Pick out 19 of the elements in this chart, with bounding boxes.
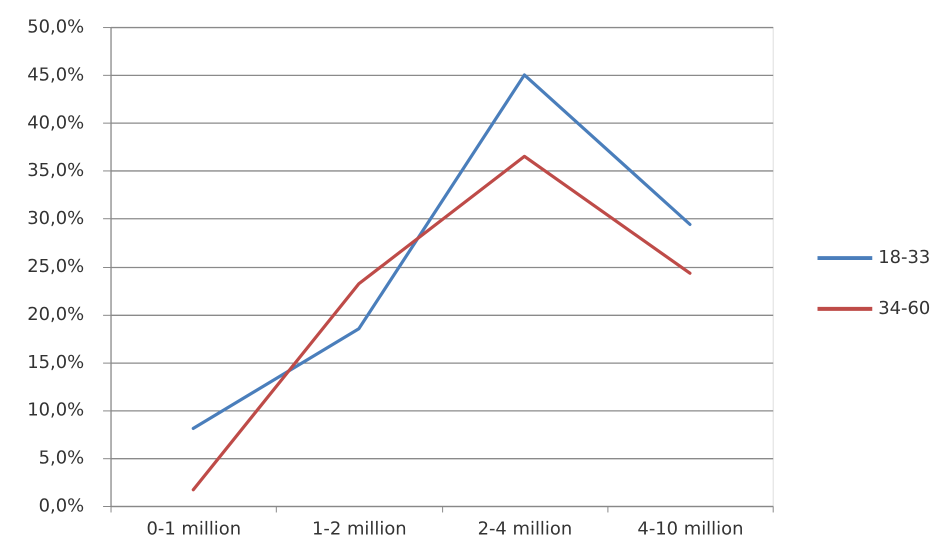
y-tick-label: 25,0% <box>27 256 84 277</box>
y-tick-label: 50,0% <box>27 16 84 38</box>
x-tick-label: 4-10 million <box>637 518 744 540</box>
y-tick-label: 15,0% <box>27 352 84 373</box>
y-tick-label: 0,0% <box>38 495 84 516</box>
y-tick-label: 10,0% <box>27 400 84 421</box>
x-tick-label: 1-2 million <box>312 518 407 540</box>
x-tick-label: 0-1 million <box>146 518 242 540</box>
y-tick-label: 40,0% <box>27 112 84 134</box>
line-series <box>192 73 692 430</box>
y-tick-label: 35,0% <box>27 160 84 182</box>
line-series <box>192 154 692 492</box>
x-tick-label: 2-4 million <box>478 518 572 540</box>
legend-label: 34-60 <box>878 298 930 319</box>
y-tick-label: 20,0% <box>27 304 84 325</box>
y-tick-label: 45,0% <box>27 64 84 86</box>
y-tick-label: 5,0% <box>38 448 84 469</box>
legend-label: 18-33 <box>878 247 930 268</box>
y-tick-label: 30,0% <box>27 208 84 230</box>
